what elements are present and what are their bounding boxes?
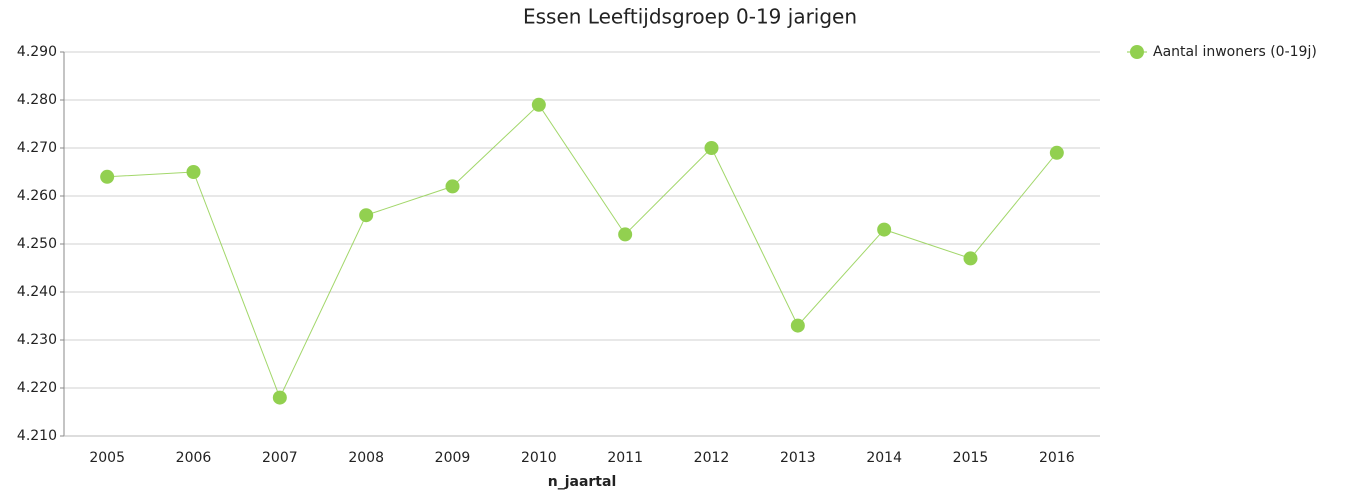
- x-tick-label: 2013: [780, 450, 816, 466]
- point: [618, 227, 633, 242]
- point: [1049, 145, 1064, 160]
- x-tick-label: 2016: [1039, 450, 1075, 466]
- y-tick-label: 4.270: [17, 140, 57, 156]
- point: [186, 165, 201, 179]
- point: [100, 169, 115, 184]
- y-tick-label: 4.250: [17, 236, 57, 252]
- x-tick-label: 2006: [176, 450, 212, 466]
- chart-title: Essen Leeftijdsgroep 0-19 jarigen: [523, 5, 857, 29]
- y-tick-label: 4.290: [17, 44, 57, 60]
- point: [359, 208, 374, 223]
- x-tick-label: 2014: [866, 450, 902, 466]
- y-tick-label: 4.210: [17, 428, 57, 444]
- point: [963, 251, 978, 266]
- y-tick-label: 4.230: [17, 332, 57, 348]
- y-tick-label: 4.280: [17, 92, 57, 108]
- x-tick-label: 2009: [435, 450, 471, 466]
- legend-label: Aantal inwoners (0-19j): [1153, 44, 1317, 60]
- x-tick-label: 2010: [521, 450, 557, 466]
- x-tick-label: 2005: [89, 450, 125, 466]
- y-tick-label: 4.240: [17, 284, 57, 300]
- x-tick-label: 2008: [348, 450, 384, 466]
- series-line: [107, 104, 1058, 399]
- point: [445, 179, 460, 194]
- point: [531, 97, 546, 112]
- y-tick-label: 4.220: [17, 380, 57, 396]
- x-axis-label: n_jaartal: [548, 474, 617, 490]
- point: [877, 222, 892, 237]
- point: [790, 318, 805, 333]
- x-tick-label: 2011: [607, 450, 643, 466]
- x-tick-label: 2007: [262, 450, 298, 466]
- x-tick-label: 2012: [694, 450, 730, 466]
- x-tick-label: 2015: [953, 450, 989, 466]
- point: [704, 141, 719, 155]
- point: [272, 390, 287, 405]
- y-tick-label: 4.260: [17, 188, 57, 204]
